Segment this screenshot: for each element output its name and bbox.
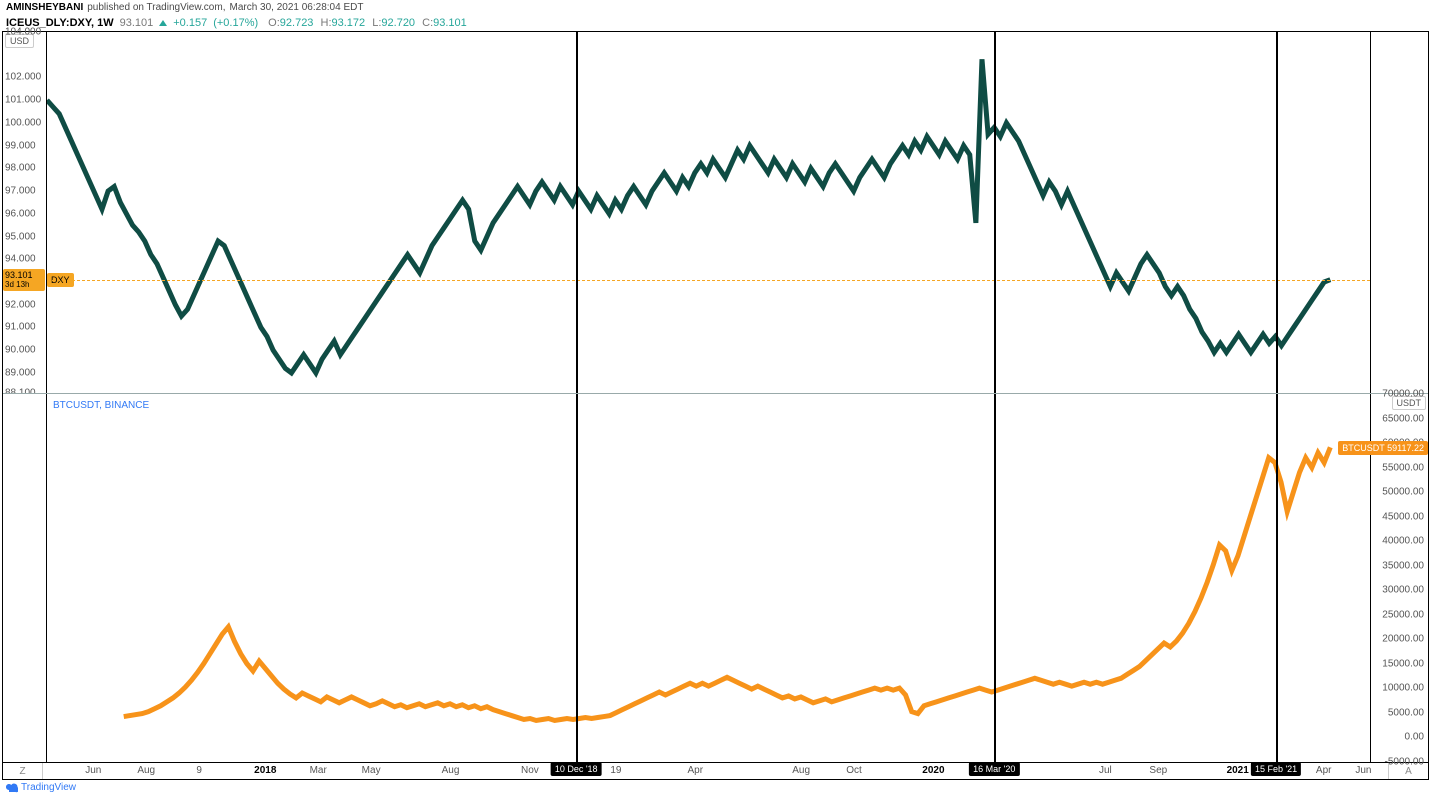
y-tick-label: 97.000 [5, 186, 36, 197]
y-tick-label: 35000.00 [1382, 560, 1424, 571]
y-tick-label: 98.000 [5, 163, 36, 174]
x-tick-label: 2021 [1227, 765, 1249, 776]
zoom-out-button[interactable]: Z [3, 763, 43, 779]
y-tick-label: 0.00 [1405, 732, 1424, 743]
last-price-line [47, 280, 1370, 281]
x-tick-label: 19 [610, 765, 621, 776]
y-tick-label: 92.000 [5, 299, 36, 310]
x-date-marker: 16 Mar '20 [969, 762, 1019, 776]
plot-bot[interactable]: BTCUSDT, BINANCE [47, 394, 1370, 762]
y-tick-label: 30000.00 [1382, 585, 1424, 596]
x-tick-label: Jun [1355, 765, 1371, 776]
y-tick-label: 102.000 [5, 72, 41, 83]
y-axis-left-top[interactable]: USD 88.10089.00090.00091.00092.00093.000… [3, 32, 47, 393]
x-date-marker: 15 Feb '21 [1251, 762, 1301, 776]
vertical-marker-line [576, 32, 578, 393]
x-tick-label: Jun [85, 765, 101, 776]
pane-btc: BTCUSDT, BINANCE USDT -5000.000.005000.0… [3, 393, 1428, 762]
x-tick-label: Jul [1099, 765, 1112, 776]
cloud-icon [6, 782, 18, 794]
vertical-marker-line [994, 394, 996, 762]
ohlc-block: O:92.723 H:93.172 L:92.720 C:93.101 [264, 17, 467, 29]
y-tick-label: 55000.00 [1382, 462, 1424, 473]
price-change: +0.157 [173, 17, 207, 29]
y-tick-label: 10000.00 [1382, 683, 1424, 694]
y-tick-label: 70000.00 [1382, 389, 1424, 400]
y-tick-label: 100.000 [5, 117, 41, 128]
pane-title-btc: BTCUSDT, BINANCE [53, 400, 149, 411]
published-text: published on TradingView.com, [87, 2, 225, 13]
y-tick-label: 104.000 [5, 27, 41, 38]
symbol-row: ICEUS_DLY:DXY, 1W 93.101 +0.157 (+0.17%)… [0, 15, 1431, 31]
x-tick-label: 9 [196, 765, 202, 776]
x-axis-inner[interactable]: Jun Aug 9 2018 Mar May Aug Nov 19 Apr Aug Oct 2020 Ju… [47, 763, 1370, 779]
x-tick-label: Oct [846, 765, 862, 776]
footer: TradingView [2, 780, 76, 795]
x-tick-label: Apr [687, 765, 703, 776]
y-tick-label: 89.000 [5, 367, 36, 378]
y-axis-left-bot[interactable] [3, 394, 47, 762]
x-tick-label: Aug [137, 765, 155, 776]
y-tick-label: 50000.00 [1382, 487, 1424, 498]
publish-header: AMINSHEYBANI published on TradingView.co… [0, 0, 1431, 15]
pane-dxy: USD 88.10089.00090.00091.00092.00093.000… [3, 32, 1428, 393]
plot-top[interactable]: DXY [47, 32, 1370, 393]
y-tick-label: 91.000 [5, 322, 36, 333]
y-axis-right-top[interactable] [1370, 32, 1428, 393]
x-tick-label: Sep [1149, 765, 1167, 776]
y-tick-label: 94.000 [5, 254, 36, 265]
vertical-marker-line [1276, 394, 1278, 762]
y-tick-label: 101.000 [5, 95, 41, 106]
last-price: 93.101 [120, 17, 154, 29]
vertical-marker-line [994, 32, 996, 393]
x-tick-label: Aug [442, 765, 460, 776]
y-tick-label: 20000.00 [1382, 634, 1424, 645]
y-tick-label: 95.000 [5, 231, 36, 242]
y-tick-label: 45000.00 [1382, 511, 1424, 522]
y-tick-label: 96.000 [5, 208, 36, 219]
y-axis-right-bot[interactable]: USDT -5000.000.005000.0010000.0015000.00… [1370, 394, 1428, 762]
price-tag-dxy: 93.1013d 13h [3, 269, 45, 291]
x-tick-label: Apr [1316, 765, 1332, 776]
vertical-marker-line [576, 394, 578, 762]
x-tick-label: Mar [310, 765, 327, 776]
btc-line-chart [47, 394, 1370, 762]
x-tick-label: 2018 [254, 765, 276, 776]
y-tick-label: 65000.00 [1382, 413, 1424, 424]
x-tick-label: 2020 [922, 765, 944, 776]
tradingview-logo[interactable]: TradingView [6, 782, 76, 794]
y-tick-label: 99.000 [5, 140, 36, 151]
zoom-auto-button[interactable]: A [1388, 763, 1428, 779]
y-tick-label: 5000.00 [1388, 707, 1424, 718]
y-tick-label: 15000.00 [1382, 658, 1424, 669]
x-tick-label: Nov [521, 765, 539, 776]
publish-date: March 30, 2021 06:28:04 EDT [229, 2, 363, 13]
price-change-pct: (+0.17%) [213, 17, 258, 29]
x-date-marker: 10 Dec '18 [551, 762, 602, 776]
x-tick-label: Aug [792, 765, 810, 776]
vertical-marker-line [1276, 32, 1278, 393]
price-tag-btc: BTCUSDT 59117.22 [1338, 441, 1428, 455]
arrow-up-icon [159, 20, 167, 26]
y-tick-label: 25000.00 [1382, 609, 1424, 620]
publisher-name: AMINSHEYBANI [6, 2, 83, 13]
y-tick-label: 90.000 [5, 345, 36, 356]
dxy-line-chart [47, 32, 1370, 393]
y-tick-label: 40000.00 [1382, 536, 1424, 547]
x-axis: Z Jun Aug 9 2018 Mar May Aug Nov 19 Apr Aug Oct 2020… [2, 763, 1429, 780]
chart-area: USD 88.10089.00090.00091.00092.00093.000… [2, 31, 1429, 763]
x-tick-label: May [362, 765, 381, 776]
